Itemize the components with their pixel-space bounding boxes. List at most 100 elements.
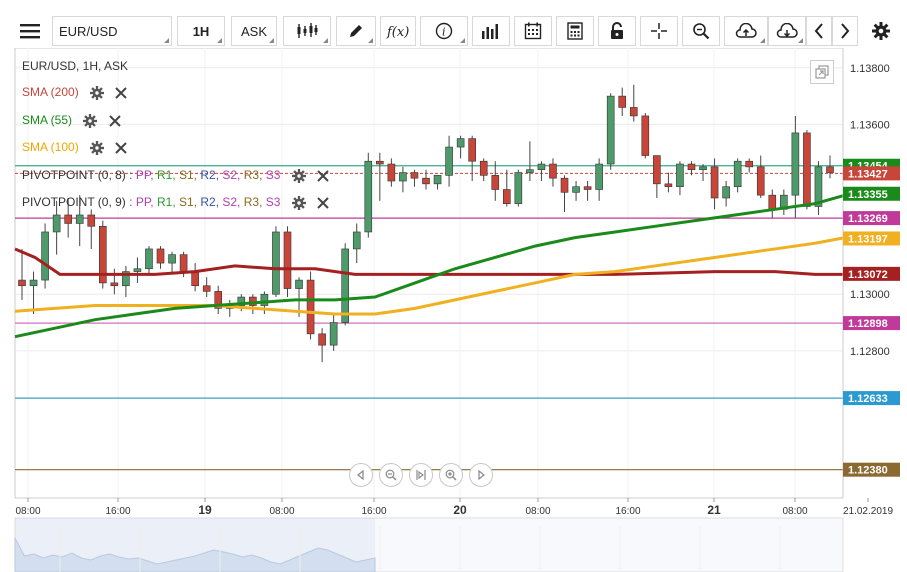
timeframe-label: 1H <box>192 23 210 39</box>
pivot-item-label: R2, <box>200 168 223 182</box>
x-tick-label: 19 <box>198 503 212 517</box>
cloud-download-icon[interactable] <box>768 16 806 46</box>
zoom-icon[interactable] <box>682 16 720 46</box>
close-icon[interactable] <box>317 197 329 209</box>
candle-body <box>549 163 557 179</box>
candle-body <box>814 166 823 207</box>
price-tag-label: 1.13072 <box>848 269 888 281</box>
toolbar: EUR/USD 1H ASK f(x) i <box>0 0 907 48</box>
candle-body <box>653 155 661 185</box>
candle-body <box>479 160 488 176</box>
candle-body <box>710 166 719 199</box>
price-tag <box>843 166 900 181</box>
candle-body <box>699 166 707 170</box>
candle-body <box>99 226 107 284</box>
candle-body <box>456 138 465 148</box>
function-icon[interactable]: f(x) <box>380 16 416 46</box>
close-icon[interactable] <box>115 142 128 154</box>
x-tick-label: 21 <box>707 503 721 517</box>
price-tag <box>843 211 900 226</box>
chevron-right-icon[interactable] <box>832 16 858 46</box>
navigator-window <box>15 518 375 572</box>
pivot-item-label: R1, <box>156 168 179 182</box>
candle-body <box>526 169 534 173</box>
candle-body <box>803 132 811 207</box>
bar-chart-icon[interactable] <box>472 16 510 46</box>
sma100-line <box>14 236 846 316</box>
close-icon[interactable] <box>108 115 121 127</box>
pivot-item-label: S2, <box>222 195 244 209</box>
candle-body <box>295 279 303 289</box>
candle-body <box>352 231 361 250</box>
gear-icon[interactable] <box>864 16 898 46</box>
gear-icon[interactable] <box>83 113 98 128</box>
draw-pencil-icon[interactable] <box>336 16 376 46</box>
gear-icon[interactable] <box>90 85 105 100</box>
pivot-separator: : <box>129 168 133 182</box>
x-tick-label: 20 <box>453 503 467 517</box>
y-tick-label: 1.13800 <box>850 63 890 75</box>
candle-body <box>318 333 326 346</box>
candle-body <box>272 231 280 295</box>
candle-body <box>168 254 176 264</box>
candle-body <box>468 138 476 162</box>
candle-body <box>341 248 350 323</box>
svg-text:f(x): f(x) <box>386 25 409 39</box>
candle-body <box>133 268 142 272</box>
price-tag <box>843 266 900 281</box>
close-icon[interactable] <box>115 87 128 99</box>
cloud-upload-icon[interactable] <box>724 16 768 46</box>
close-icon[interactable] <box>317 170 329 182</box>
y-tick-label: 1.13000 <box>850 289 890 301</box>
price-tag-label: 1.13197 <box>848 233 888 245</box>
chevron-left-icon[interactable] <box>806 16 832 46</box>
candle-body <box>756 166 765 196</box>
candle-body <box>260 293 269 306</box>
pivot-item-label: R3, <box>243 168 266 182</box>
gear-icon[interactable] <box>291 168 306 183</box>
price-type-select[interactable]: ASK <box>231 16 277 46</box>
pivot-item-label: R2, <box>200 195 223 209</box>
price-tag <box>843 391 900 406</box>
candlestick-icon[interactable] <box>283 16 331 46</box>
lock-icon[interactable] <box>598 16 636 46</box>
candle-body <box>399 172 407 182</box>
y-tick-label: 1.12800 <box>850 346 890 358</box>
calendar-icon[interactable] <box>514 16 552 46</box>
x-tick-label: 16:00 <box>615 506 640 517</box>
sma200-label: SMA (200) <box>22 85 79 99</box>
symbol-select[interactable]: EUR/USD <box>52 16 172 46</box>
candle-body <box>64 214 72 224</box>
gear-icon[interactable] <box>291 195 306 210</box>
candle-body <box>52 214 61 233</box>
scroll-right-icon[interactable] <box>469 463 493 487</box>
candle-body <box>179 254 188 272</box>
timeframe-select[interactable]: 1H <box>177 16 225 46</box>
pivot8-items: PP, R1, S1, R2, S2, R3, S3 <box>136 168 284 182</box>
zoom-out-icon[interactable] <box>379 463 403 487</box>
candle-body <box>491 175 500 190</box>
zoom-in-icon[interactable] <box>439 463 463 487</box>
price-tag-label: 1.12633 <box>848 393 888 405</box>
x-tick-label: 08:00 <box>269 506 294 517</box>
candle-body <box>641 115 650 156</box>
reset-zoom-icon[interactable] <box>409 463 433 487</box>
y-tick-label: 1.13600 <box>850 119 890 131</box>
pivot-item-label: S3 <box>265 195 284 209</box>
x-tick-label: 16:00 <box>105 506 130 517</box>
candle-body <box>629 107 638 117</box>
calculator-icon[interactable] <box>556 16 594 46</box>
price-tag <box>843 231 900 246</box>
info-icon[interactable]: i <box>420 16 468 46</box>
crosshair-icon[interactable] <box>640 16 678 46</box>
expand-icon[interactable] <box>810 60 834 84</box>
pivot-item-label: S1, <box>179 195 201 209</box>
candle-body <box>145 248 153 270</box>
candle-body <box>572 186 580 193</box>
gear-icon[interactable] <box>90 140 105 155</box>
hamburger-menu-icon[interactable] <box>12 16 48 46</box>
scroll-left-icon[interactable] <box>349 463 373 487</box>
candle-body <box>445 146 453 176</box>
candle-body <box>722 186 730 199</box>
